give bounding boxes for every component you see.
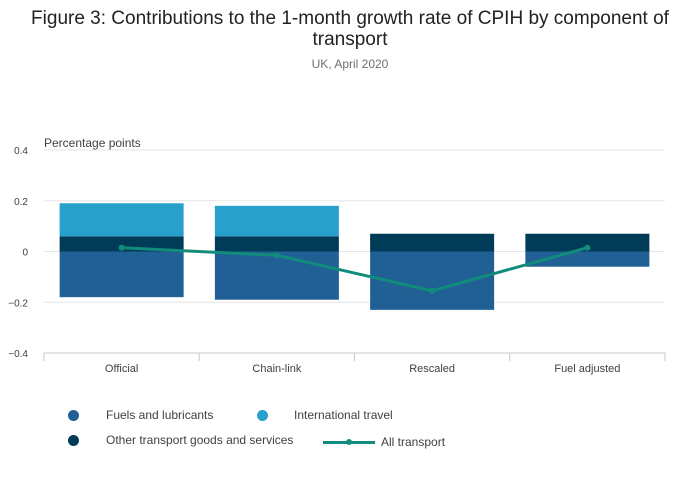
y-tick-label: 0.4 [14,146,28,157]
bar-other-transport-goods-and-services[interactable] [214,236,339,252]
y-tick-label: −0.2 [8,298,28,309]
y-tick-label: 0 [22,248,28,259]
legend-label-fuels: Fuels and lubricants [106,408,214,422]
legend-swatch-fuels [68,409,79,421]
legend-item-all-transport[interactable]: All transport [323,435,445,449]
line-point-all-transport[interactable] [273,252,280,259]
legend-swatch-other-transport [68,434,79,446]
chart-title: Figure 3: Contributions to the 1-month g… [31,8,669,50]
axes: 0.4 0.2 0 −0.2 −0.4 Official Chain-link Rescale… [8,146,666,375]
x-tick-label: Rescaled [409,363,455,375]
line-all-transport[interactable] [121,246,588,293]
bar-fuels-and-lubricants[interactable] [214,251,339,300]
legend-label-other-transport: Other transport goods and services [106,433,294,447]
bars [59,203,650,310]
x-tick-label: Official [105,363,138,375]
chart-plot-area: 0.4 0.2 0 −0.2 −0.4 Official Chain-link Rescale… [8,136,666,375]
line-point-all-transport[interactable] [118,244,125,251]
x-tick-label: Fuel adjusted [554,363,620,375]
legend-label-international-travel: International travel [294,408,393,422]
legend-swatch-all-transport [323,438,375,445]
legend-item-fuels[interactable]: Fuels and lubricants [68,408,213,422]
x-tick-label: Chain-link [252,363,301,375]
bar-other-transport-goods-and-services[interactable] [370,233,495,252]
legend-item-international-travel[interactable]: International travel [257,408,393,422]
bar-international-travel[interactable] [214,205,339,237]
bar-other-transport-goods-and-services[interactable] [525,233,650,252]
line-point-all-transport[interactable] [429,287,436,294]
chart-subtitle: UK, April 2020 [311,57,389,71]
y-tick-label: 0.2 [14,197,28,208]
bar-other-transport-goods-and-services[interactable] [59,236,184,252]
line-point-all-transport[interactable] [584,244,591,251]
legend-item-other-transport[interactable]: Other transport goods and services [68,433,293,447]
all-transport-line [118,244,591,294]
legend-label-all-transport: All transport [381,435,446,449]
bar-fuels-and-lubricants[interactable] [59,251,184,298]
legend-swatch-international-travel [257,409,268,421]
y-tick-label: −0.4 [8,349,28,360]
bar-international-travel[interactable] [59,203,184,237]
y-axis-label: Percentage points [44,136,141,150]
